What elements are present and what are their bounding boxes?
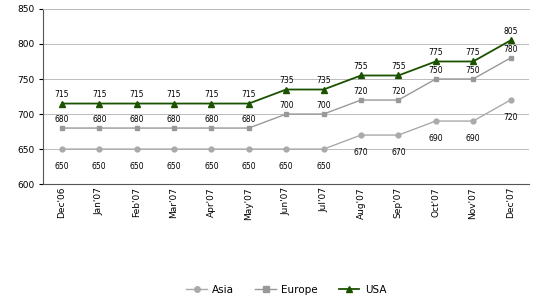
Europe: [395, 98, 402, 102]
Text: 775: 775: [428, 48, 443, 57]
USA: [320, 88, 327, 91]
Text: 755: 755: [391, 62, 406, 71]
Asia: [357, 133, 364, 137]
Europe: [357, 98, 364, 102]
USA: [433, 60, 439, 63]
Text: 715: 715: [204, 90, 219, 99]
Text: 680: 680: [204, 115, 219, 124]
Text: 650: 650: [167, 162, 181, 170]
Europe: [320, 112, 327, 116]
Text: 680: 680: [167, 115, 181, 124]
Asia: [246, 147, 252, 151]
Text: 750: 750: [428, 66, 443, 75]
Asia: [507, 98, 514, 102]
Text: 715: 715: [130, 90, 144, 99]
Text: 755: 755: [354, 62, 368, 71]
USA: [395, 74, 402, 77]
Asia: [208, 147, 215, 151]
Text: 650: 650: [55, 162, 69, 170]
Europe: [171, 126, 177, 130]
Europe: [433, 77, 439, 81]
Text: 715: 715: [92, 90, 106, 99]
Text: 780: 780: [503, 45, 518, 54]
Asia: [433, 119, 439, 123]
Text: 720: 720: [503, 113, 518, 121]
Text: 715: 715: [55, 90, 69, 99]
USA: [171, 102, 177, 105]
Text: 805: 805: [503, 27, 518, 36]
Line: USA: USA: [59, 37, 514, 107]
Text: 650: 650: [241, 162, 256, 170]
Text: 680: 680: [241, 115, 256, 124]
USA: [246, 102, 252, 105]
Asia: [320, 147, 327, 151]
Text: 680: 680: [92, 115, 106, 124]
Text: 680: 680: [130, 115, 144, 124]
Europe: [283, 112, 289, 116]
Line: Asia: Asia: [59, 98, 513, 151]
Europe: [507, 56, 514, 60]
USA: [96, 102, 103, 105]
Europe: [59, 126, 65, 130]
Asia: [171, 147, 177, 151]
Text: 690: 690: [466, 134, 481, 143]
Europe: [133, 126, 140, 130]
Europe: [208, 126, 215, 130]
Text: 720: 720: [391, 87, 406, 96]
Asia: [395, 133, 402, 137]
USA: [470, 60, 476, 63]
Text: 670: 670: [354, 148, 368, 157]
Text: 690: 690: [428, 134, 443, 143]
Text: 720: 720: [354, 87, 368, 96]
Text: 680: 680: [55, 115, 69, 124]
Asia: [96, 147, 103, 151]
Line: Europe: Europe: [59, 56, 513, 130]
Text: 715: 715: [241, 90, 256, 99]
Text: 650: 650: [279, 162, 294, 170]
Text: 750: 750: [466, 66, 481, 75]
Asia: [283, 147, 289, 151]
USA: [357, 74, 364, 77]
Asia: [470, 119, 476, 123]
Text: 700: 700: [279, 101, 294, 110]
Text: 650: 650: [130, 162, 144, 170]
USA: [59, 102, 65, 105]
Europe: [246, 126, 252, 130]
USA: [507, 39, 514, 42]
Text: 650: 650: [92, 162, 106, 170]
Text: 700: 700: [316, 101, 331, 110]
USA: [283, 88, 289, 91]
Europe: [96, 126, 103, 130]
Text: 670: 670: [391, 148, 406, 157]
Legend: Asia, Europe, USA: Asia, Europe, USA: [182, 280, 390, 297]
Europe: [470, 77, 476, 81]
USA: [133, 102, 140, 105]
Text: 735: 735: [279, 76, 294, 85]
Text: 715: 715: [167, 90, 181, 99]
Text: 775: 775: [466, 48, 481, 57]
USA: [208, 102, 215, 105]
Asia: [133, 147, 140, 151]
Text: 735: 735: [316, 76, 331, 85]
Asia: [59, 147, 65, 151]
Text: 650: 650: [316, 162, 331, 170]
Text: 650: 650: [204, 162, 219, 170]
